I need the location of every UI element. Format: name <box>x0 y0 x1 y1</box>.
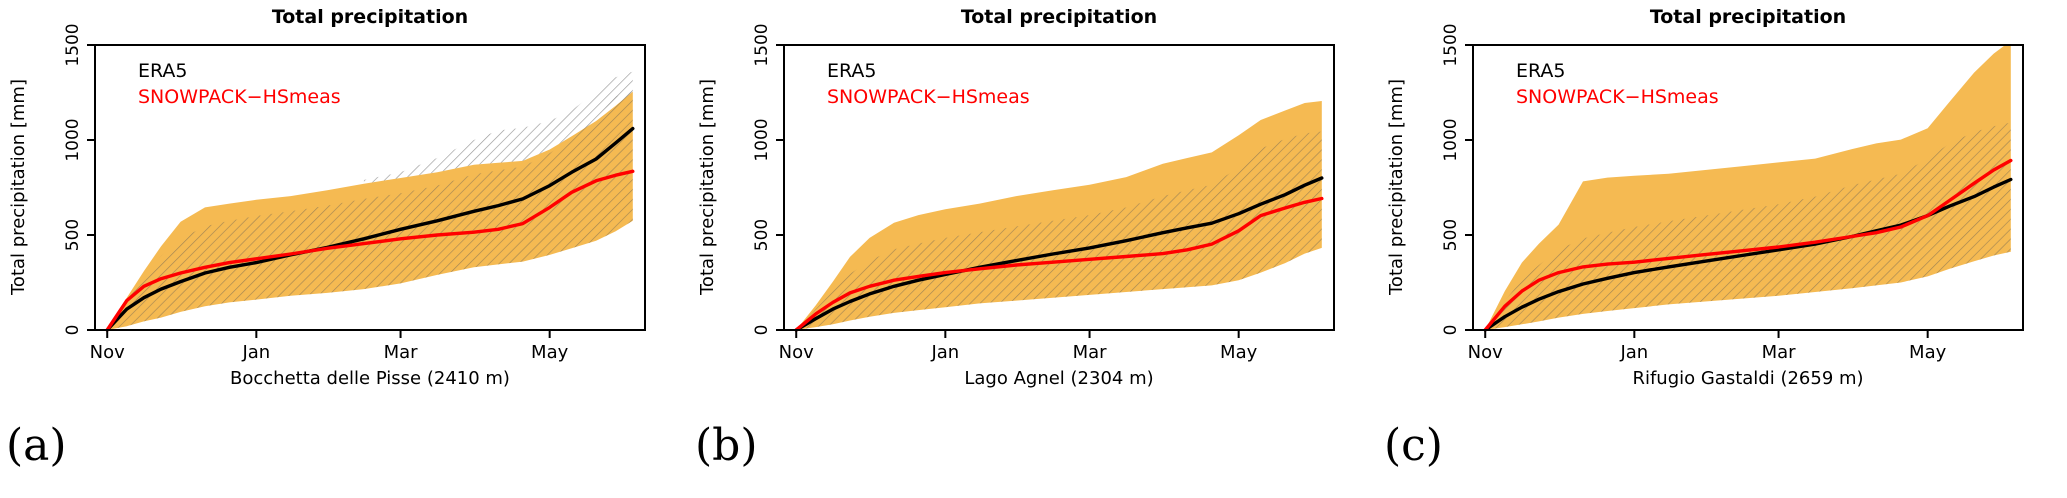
legend-era5: ERA5 <box>827 60 877 82</box>
band-ensemble-range <box>796 101 1322 330</box>
x-tick-label: Nov <box>779 342 814 363</box>
y-tick-label: 0 <box>752 325 772 336</box>
legend-snowpack: SNOWPACK−HSmeas <box>827 86 1030 108</box>
y-tick-label: 1500 <box>1441 23 1461 66</box>
y-axis-label: Total precipitation [mm] <box>1386 79 1407 296</box>
plot-area: Nov Jan Mar May 0 500 1000 1500 <box>752 23 1335 363</box>
series-line-ERA5 <box>105 126 635 332</box>
x-tick-label: May <box>1220 342 1258 363</box>
band-ensemble-hatched <box>796 131 1322 330</box>
plot-area: Nov Jan Mar May 0 500 1000 1500 <box>1441 23 2024 363</box>
legend: ERA5 SNOWPACK−HSmeas <box>1516 58 1719 110</box>
panel-b: Total precipitation Total precipitation … <box>689 0 1378 498</box>
chart-title: Total precipitation <box>1649 6 1847 28</box>
panel-letter: (b) <box>695 420 758 471</box>
y-tick-label: 0 <box>1441 325 1461 336</box>
x-axis-label: Rifugio Gastaldi (2659 m) <box>1632 368 1864 389</box>
legend: ERA5 SNOWPACK−HSmeas <box>827 58 1030 110</box>
y-tick-label: 500 <box>63 219 83 251</box>
series-line-SNOWPACK-HSmeas <box>1483 158 2013 332</box>
chart-title: Total precipitation <box>271 6 469 28</box>
x-tick-label: Mar <box>1762 342 1797 363</box>
x-tick-label: May <box>1909 342 1947 363</box>
legend-snowpack: SNOWPACK−HSmeas <box>1516 86 1719 108</box>
y-tick-label: 0 <box>63 325 83 336</box>
y-tick-label: 500 <box>752 219 772 251</box>
y-tick-label: 1000 <box>63 118 83 161</box>
x-tick-label: Jan <box>1619 342 1648 363</box>
y-tick-label: 1000 <box>1441 118 1461 161</box>
x-tick-label: Jan <box>241 342 270 363</box>
legend-snowpack: SNOWPACK−HSmeas <box>138 86 341 108</box>
x-axis-label: Lago Agnel (2304 m) <box>964 368 1154 389</box>
y-tick-label: 1500 <box>752 23 772 66</box>
x-tick-label: Nov <box>1468 342 1503 363</box>
x-tick-label: May <box>531 342 569 363</box>
series-line-SNOWPACK-HSmeas <box>794 196 1324 332</box>
x-tick-label: Mar <box>1073 342 1108 363</box>
legend: ERA5 SNOWPACK−HSmeas <box>138 58 341 110</box>
y-tick-label: 1500 <box>63 23 83 66</box>
panel-letter: (a) <box>6 420 67 471</box>
band-ensemble-hatched <box>107 91 633 330</box>
y-axis-label: Total precipitation [mm] <box>8 79 29 296</box>
x-tick-label: Jan <box>930 342 959 363</box>
band-ensemble-range <box>107 91 633 330</box>
band-ensemble-hatched <box>1485 122 2011 330</box>
panel-a: Total precipitation Total precipitation … <box>0 0 689 498</box>
x-axis-label: Bocchetta delle Pisse (2410 m) <box>230 368 510 389</box>
panel-letter: (c) <box>1384 420 1443 471</box>
series-line-ERA5 <box>794 176 1324 332</box>
legend-era5: ERA5 <box>138 60 188 82</box>
series-line-ERA5 <box>1483 177 2013 332</box>
series-line-SNOWPACK-HSmeas <box>105 169 635 332</box>
plot-area: Nov Jan Mar May 0 500 1000 1500 <box>63 23 646 363</box>
y-tick-label: 500 <box>1441 219 1461 251</box>
x-tick-label: Mar <box>384 342 419 363</box>
band-era5-spread-gray <box>363 71 633 184</box>
chart-title: Total precipitation <box>960 6 1158 28</box>
panel-c: Total precipitation Total precipitation … <box>1378 0 2067 498</box>
x-tick-label: Nov <box>90 342 125 363</box>
y-axis-label: Total precipitation [mm] <box>697 79 718 296</box>
legend-era5: ERA5 <box>1516 60 1566 82</box>
y-tick-label: 1000 <box>752 118 772 161</box>
